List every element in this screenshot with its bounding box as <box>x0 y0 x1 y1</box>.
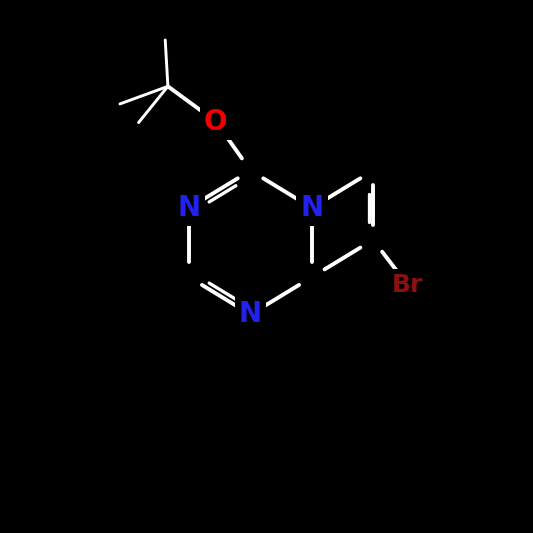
Text: Br: Br <box>392 273 423 297</box>
Text: O: O <box>204 108 228 135</box>
Text: N: N <box>177 194 201 222</box>
Text: N: N <box>300 194 324 222</box>
Text: N: N <box>239 301 262 328</box>
